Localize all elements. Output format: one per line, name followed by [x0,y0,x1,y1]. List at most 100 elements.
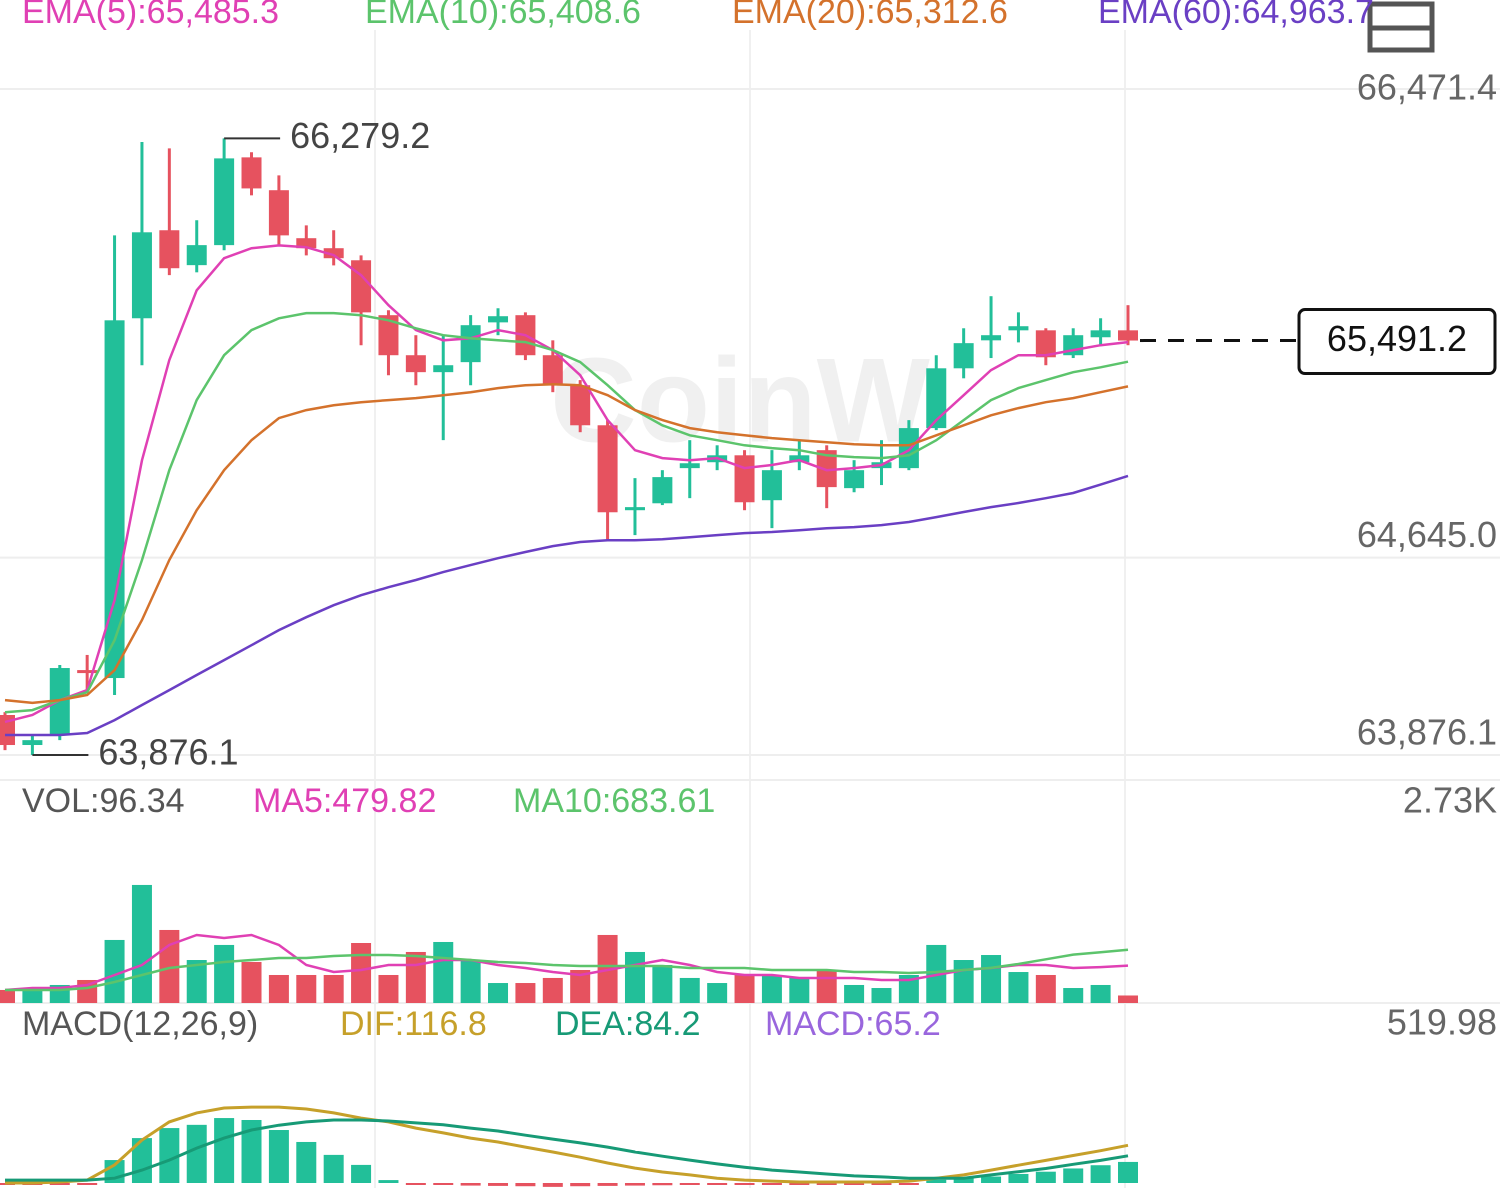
macd-bar [49,1183,70,1185]
volume-bar [268,974,289,1003]
macd-bar [268,1130,289,1183]
panel-title: VOL:96.34 [22,782,185,820]
candle-body [1008,326,1029,331]
macd-bar [515,1183,536,1187]
volume-bar [542,977,563,1003]
macd-bar [405,1183,426,1185]
macd-bar [323,1154,344,1183]
macd-bar [378,1180,399,1183]
volume-bar [323,974,344,1003]
volume-bar [898,974,919,1003]
macd-bar [77,1183,98,1185]
legend-label: EMA(5):65,485.3 [22,0,279,31]
macd-bar [296,1141,317,1183]
volume-bar [296,974,317,1003]
volume-bar [214,944,235,1003]
candle-body [652,477,673,504]
volume-bar [186,960,207,1003]
macd-bar [953,1178,974,1183]
candle-body [1090,330,1111,338]
line-series [4,933,1129,992]
macd-bar [570,1183,591,1187]
volume-bar [1118,995,1138,1003]
candle-body [296,238,317,249]
macd-bar [186,1124,207,1183]
annotation-label: 63,876.1 [98,732,238,773]
macd-bar [652,1183,673,1186]
volume-bar [351,943,372,1003]
y-tick-label: 66,471.4 [1357,67,1497,108]
candle-body [570,385,591,426]
volume-bar [981,955,1002,1003]
legend-label: MACD:65.2 [765,1005,941,1043]
last-price-box [1297,308,1497,376]
y-tick-label: 64,645.0 [1357,514,1497,555]
candle-body [186,245,207,266]
line-series [5,1118,1129,1182]
line-series [4,244,1129,724]
volume-bar [104,939,125,1003]
macd-bar [1008,1173,1029,1183]
macd-bar [159,1128,180,1183]
macd-bar [981,1176,1002,1183]
macd-bar [926,1179,947,1183]
candle-body [981,335,1002,341]
candle-body [159,230,180,269]
candle-body [597,425,618,513]
volume-bar [22,989,43,1003]
last-price-label: 65,491.2 [1327,318,1467,359]
volume-bar [515,983,536,1003]
volume-bar [734,974,755,1003]
candle-body [104,320,125,679]
line-series [5,948,1129,992]
candle-body [378,315,399,356]
candle-body [1118,330,1138,341]
volume-bar [1008,972,1029,1003]
volume-bar [624,951,645,1003]
volume-bar [844,984,865,1003]
candle-body [405,355,426,373]
candle-body [460,325,481,363]
macd-bar [351,1164,372,1183]
candle-body [898,428,919,469]
macd-bar [844,1183,865,1185]
legend-label: MA5:479.82 [253,782,436,820]
volume-bar [460,960,481,1003]
line-series [4,382,1129,705]
volume-bar [378,974,399,1003]
macd-bar [679,1183,700,1185]
legend-label: DIF:116.8 [340,1005,487,1043]
candle-body [816,450,837,488]
legend-label: MA10:683.61 [513,782,715,820]
macd-bar [898,1183,919,1185]
macd-bar [871,1183,892,1185]
candle-body [214,158,235,246]
macd-bar [597,1183,618,1186]
macd-bar [542,1183,563,1187]
volume-bar [953,960,974,1003]
legend-label: EMA(60):64,963.7 [1098,0,1374,31]
macd-bar [734,1183,755,1185]
annotation-label: 66,279.2 [290,115,430,156]
panel-title: MACD(12,26,9) [22,1005,258,1043]
line-series [5,474,1129,737]
macd-bar [1063,1168,1084,1183]
candle-body [351,260,372,313]
macd-bar [214,1118,235,1183]
candle-body [953,343,974,369]
volume-bar [789,977,810,1003]
macd-bar [816,1183,837,1185]
volume-bar [707,983,728,1003]
volume-bar [1063,988,1084,1003]
legend-label: DEA:84.2 [555,1005,701,1043]
macd-bar [624,1183,645,1186]
candle-body [0,714,15,746]
volume-bar [1035,974,1056,1003]
macd-bar [1118,1161,1138,1183]
volume-bar [816,969,837,1003]
volume-bar [1090,984,1111,1003]
macd-bar [707,1183,728,1185]
volume-bar [488,983,509,1003]
volume-bar [652,965,673,1003]
